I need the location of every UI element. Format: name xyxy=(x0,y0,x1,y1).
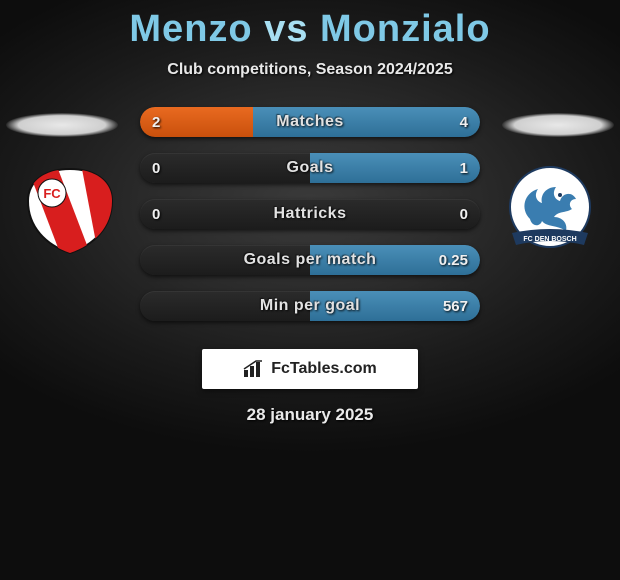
fc-den-bosch-logo-icon: FC DEN BOSCH xyxy=(500,165,600,255)
stat-label: Hattricks xyxy=(140,199,480,229)
bar-chart-icon xyxy=(243,360,265,378)
stat-value-right: 1 xyxy=(448,153,480,183)
pedestal-shadow-left xyxy=(6,113,118,137)
stat-row: Goals per match0.25 xyxy=(140,245,480,275)
stat-row: Goals0 1 xyxy=(140,153,480,183)
stat-label: Min per goal xyxy=(140,291,480,321)
stat-value-left: 0 xyxy=(140,199,172,229)
stat-row: Min per goal567 xyxy=(140,291,480,321)
stat-label: Goals xyxy=(140,153,480,183)
stats-bars: Matches24Goals01Hattricks00Goals per mat… xyxy=(140,107,480,337)
pedestal-shadow-right xyxy=(502,113,614,137)
club-crest-left: FC xyxy=(20,165,120,255)
stat-value-right: 0 xyxy=(448,199,480,229)
fc-utrecht-logo-icon: FC xyxy=(20,165,120,255)
stat-row: Matches2 4 xyxy=(140,107,480,137)
date: 28 january 2025 xyxy=(0,405,620,425)
club-crest-right: FC DEN BOSCH xyxy=(500,165,600,255)
comparison-stage: FC FC DEN BOSCH Matches24Goals01Hattrick… xyxy=(0,107,620,337)
subtitle: Club competitions, Season 2024/2025 xyxy=(0,61,620,79)
comparison-title: Menzo vs Monzialo xyxy=(0,0,620,51)
stat-value-left: 2 xyxy=(140,107,172,137)
watermark-text: FcTables.com xyxy=(271,360,377,378)
stat-value-right: 567 xyxy=(431,291,480,321)
stat-value-right: 0.25 xyxy=(427,245,480,275)
svg-text:FC: FC xyxy=(43,186,61,201)
watermark: FcTables.com xyxy=(202,349,418,389)
stat-value-left: 0 xyxy=(140,153,172,183)
stat-row: Hattricks0 0 xyxy=(140,199,480,229)
player2-name: Monzialo xyxy=(320,8,491,50)
svg-text:FC DEN BOSCH: FC DEN BOSCH xyxy=(523,236,576,243)
stat-value-right: 4 xyxy=(448,107,480,137)
vs-text: vs xyxy=(264,8,308,50)
player1-name: Menzo xyxy=(129,8,252,50)
stat-label: Matches xyxy=(140,107,480,137)
